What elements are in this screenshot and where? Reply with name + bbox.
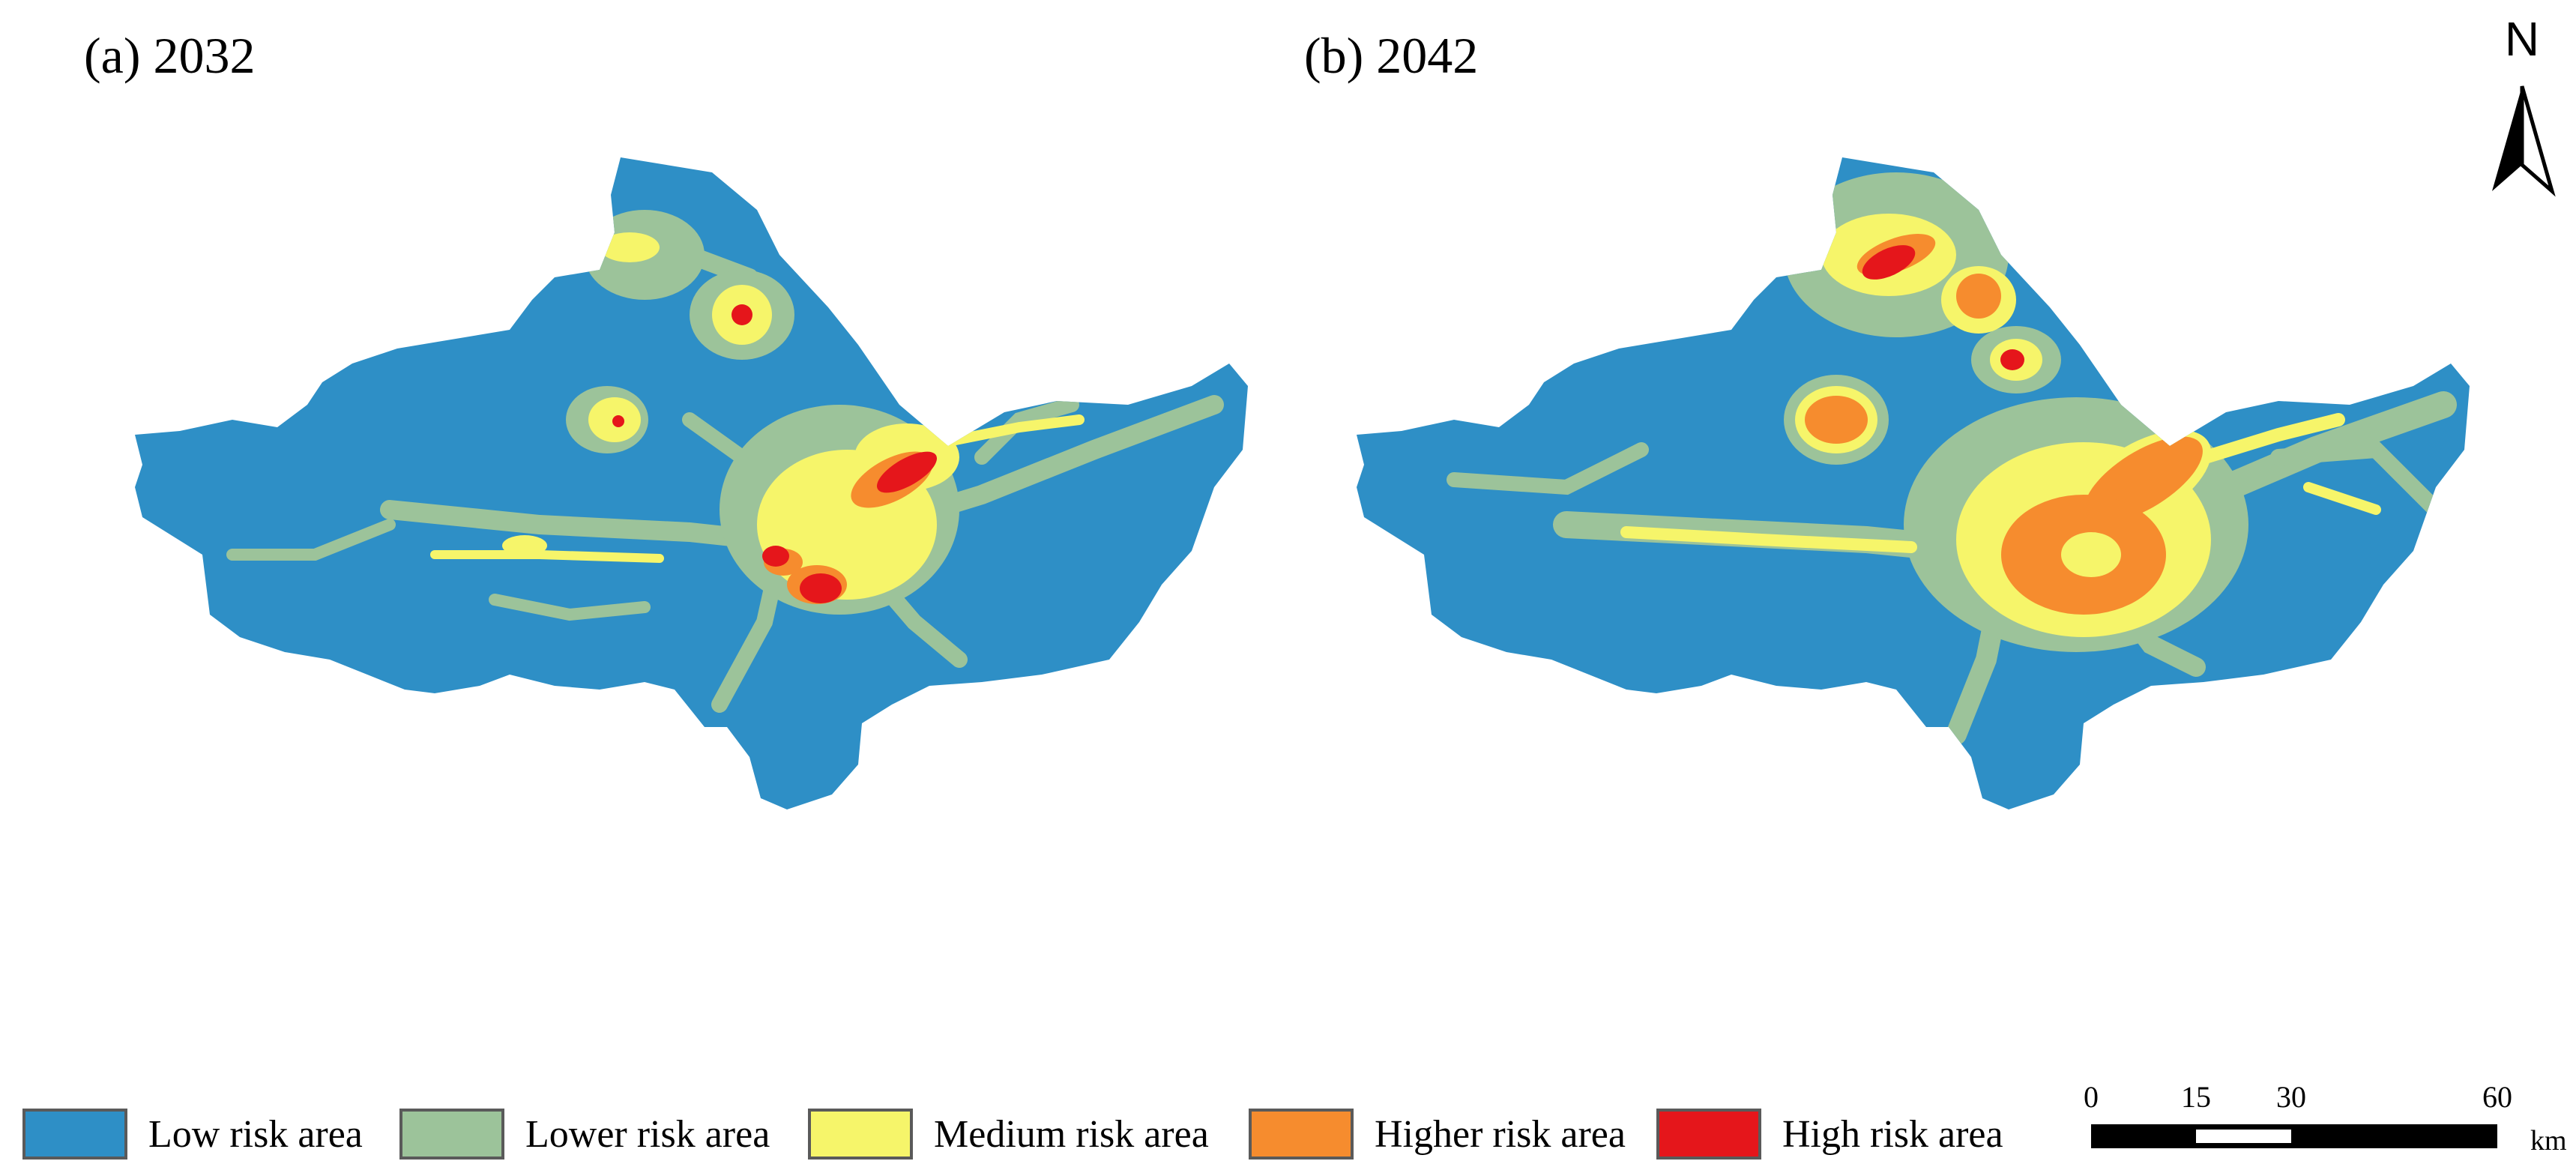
risk-map-2032 [135, 157, 1248, 809]
scale-tick-30: 30 [2276, 1080, 2306, 1114]
north-arrow: N [2481, 15, 2563, 202]
scale-bar: 0 15 30 60 km [2084, 1079, 2567, 1169]
north-arrow-icon [2492, 85, 2556, 197]
legend-label-high: High risk area [1782, 1113, 2003, 1156]
legend-swatch-high [1656, 1109, 1761, 1160]
risk-map-2042 [1357, 157, 2470, 809]
scale-tick-15: 15 [2181, 1080, 2211, 1114]
legend-label-higher: Higher risk area [1375, 1113, 1626, 1156]
scale-tick-0: 0 [2084, 1080, 2099, 1114]
legend-swatch-low [22, 1109, 127, 1160]
legend-swatch-lower [399, 1109, 504, 1160]
scale-unit: km [2530, 1125, 2567, 1157]
scale-tick-60: 60 [2482, 1080, 2512, 1114]
legend-label-medium: Medium risk area [934, 1113, 1209, 1156]
scale-bar-graphic [2091, 1124, 2497, 1148]
legend-label-low: Low risk area [148, 1113, 363, 1156]
north-letter: N [2504, 12, 2540, 66]
legend-swatch-medium [808, 1109, 913, 1160]
legend-label-lower: Lower risk area [525, 1113, 770, 1156]
panel-title-a: (a) 2032 [84, 27, 256, 84]
legend-swatch-higher [1249, 1109, 1354, 1160]
panel-title-b: (b) 2042 [1304, 27, 1479, 84]
